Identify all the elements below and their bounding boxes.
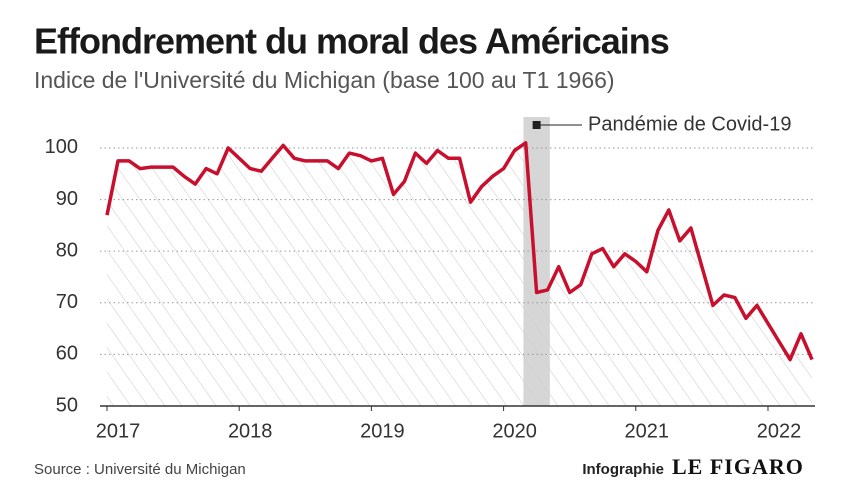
annotation: Pandémie de Covid-19 bbox=[588, 113, 791, 135]
x-tick-label: 2022 bbox=[757, 420, 802, 442]
y-tick-label: 90 bbox=[56, 188, 78, 210]
y-tick-label: 70 bbox=[56, 291, 78, 313]
source: Source : Université du Michigan bbox=[34, 461, 246, 478]
y-tick-label: 60 bbox=[56, 343, 78, 365]
y-tick-label: 100 bbox=[45, 136, 78, 158]
chart-subtitle: Indice de l'Université du Michigan (base… bbox=[34, 67, 615, 93]
chart-title: Effondrement du moral des Américains bbox=[34, 21, 669, 62]
x-tick-label: 2018 bbox=[228, 420, 273, 442]
annotation-marker bbox=[532, 121, 541, 129]
y-tick-label: 80 bbox=[56, 239, 78, 261]
x-tick-label: 2021 bbox=[625, 420, 670, 442]
line bbox=[105, 141, 814, 362]
credit: Infographie bbox=[582, 461, 664, 478]
plot-area: Pandémie de Covid-19 50 60 70 80 90 100 2017 201… bbox=[45, 113, 815, 442]
x-tick-label: 2019 bbox=[360, 420, 405, 442]
y-tick-label: 50 bbox=[56, 394, 78, 416]
brand: LE FIGARO bbox=[672, 454, 804, 479]
x-tick-label: 2020 bbox=[492, 420, 537, 442]
x-tick-label: 2017 bbox=[96, 420, 141, 442]
